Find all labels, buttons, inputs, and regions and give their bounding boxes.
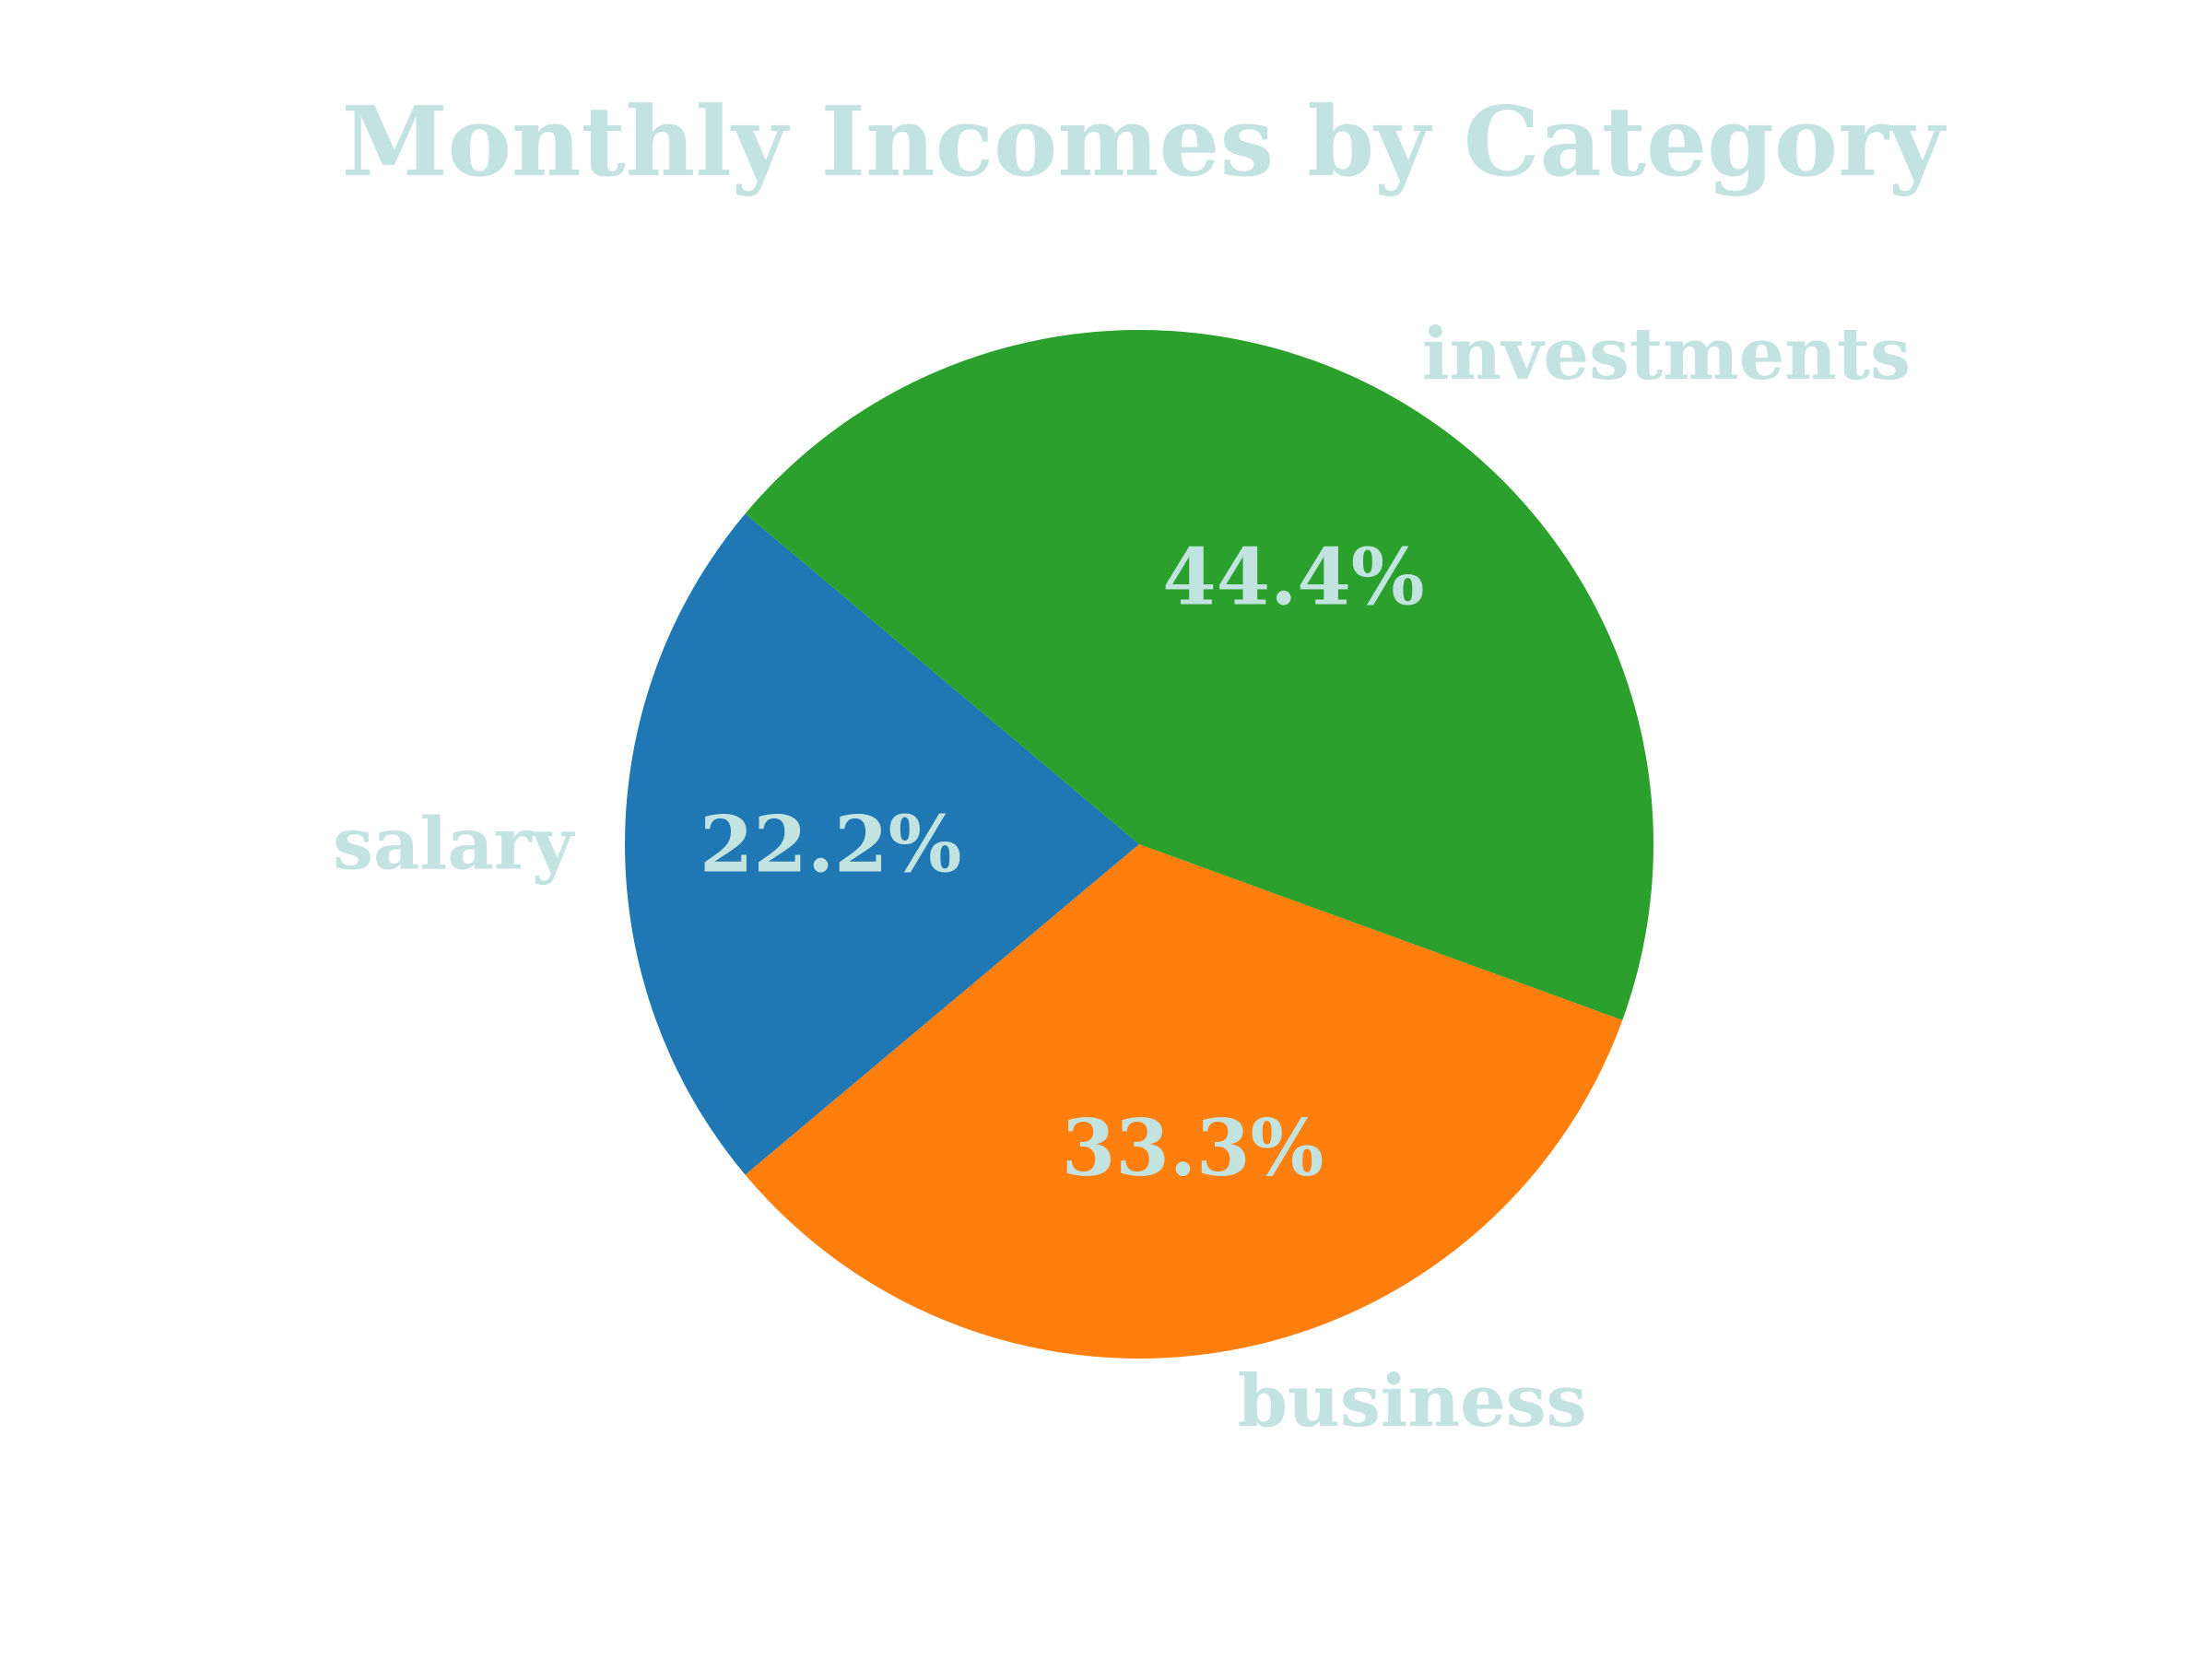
- percent-label-salary: 22.2%: [700, 799, 961, 890]
- chart-title: Monthly Incomes by Category: [342, 85, 1947, 198]
- category-labels: salary business investments: [333, 312, 1911, 1443]
- category-label-salary: salary: [333, 803, 576, 887]
- pie-slice-business: [745, 844, 1623, 1359]
- pie-slice-investments: [745, 329, 1654, 1020]
- category-label-investments: investments: [1422, 312, 1911, 396]
- pie-slice-salary: [624, 513, 1139, 1175]
- pie-slices: [624, 329, 1654, 1359]
- percent-label-business: 33.3%: [1062, 1102, 1324, 1194]
- percent-label-investments: 44.4%: [1162, 532, 1424, 623]
- percent-labels: 22.2% 33.3% 44.4%: [700, 532, 1425, 1194]
- category-label-business: business: [1238, 1359, 1587, 1443]
